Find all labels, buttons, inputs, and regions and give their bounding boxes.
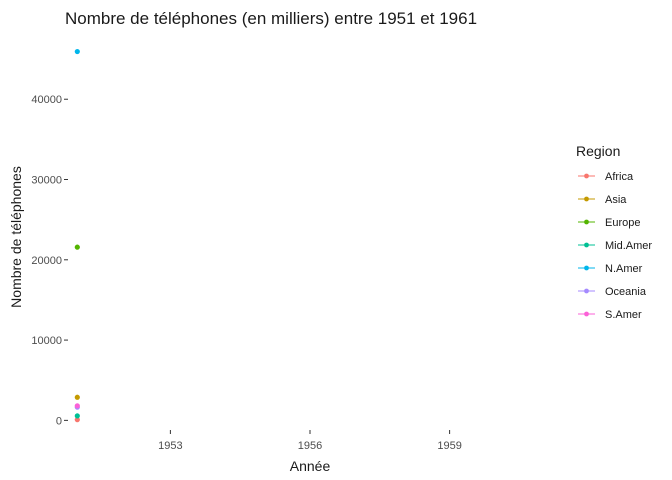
x-axis: 1953 1956 1959 <box>158 430 462 452</box>
legend-item-oceania: Oceania <box>605 286 647 298</box>
chart-title: Nombre de téléphones (en milliers) entre… <box>65 9 477 28</box>
y-tick-label: 30000 <box>31 175 62 187</box>
data-point-africa <box>74 417 80 423</box>
legend-key-point <box>584 196 589 202</box>
legend-key-point <box>584 219 589 225</box>
legend-item-s-amer: S.Amer <box>605 309 642 321</box>
legend-key-point <box>584 265 589 271</box>
y-tick-label: 20000 <box>31 255 62 267</box>
y-axis-title: Nombre de téléphones <box>8 166 24 308</box>
legend-key-point <box>584 288 589 294</box>
x-tick-label: 1956 <box>298 440 322 452</box>
y-tick-label: 10000 <box>31 335 62 347</box>
y-tick-label: 40000 <box>31 94 62 106</box>
data-point-s-amer <box>74 403 80 409</box>
data-points <box>74 48 80 423</box>
data-point-europe <box>74 244 80 250</box>
legend-item-asia: Asia <box>605 194 627 206</box>
x-tick-label: 1953 <box>158 440 182 452</box>
data-point-n-amer <box>74 48 80 55</box>
x-axis-title: Année <box>290 458 331 474</box>
legend-item-africa: Africa <box>605 171 634 183</box>
y-axis: 0 10000 20000 30000 40000 <box>31 94 68 427</box>
legend-key-point <box>584 242 589 248</box>
legend-key-point <box>584 311 589 317</box>
data-point-asia <box>74 394 80 400</box>
legend-item-europe: Europe <box>605 217 640 229</box>
data-point-mid-amer <box>74 413 80 419</box>
x-tick-label: 1959 <box>437 440 461 452</box>
legend-title: Region <box>576 143 620 159</box>
y-tick-label: 0 <box>56 415 62 427</box>
legend: Region Africa Asia Europe Mid.Amer N.Amer Oce… <box>576 143 652 321</box>
legend-key-point <box>584 173 589 179</box>
legend-item-mid-amer: Mid.Amer <box>605 240 652 252</box>
legend-item-n-amer: N.Amer <box>605 263 643 275</box>
